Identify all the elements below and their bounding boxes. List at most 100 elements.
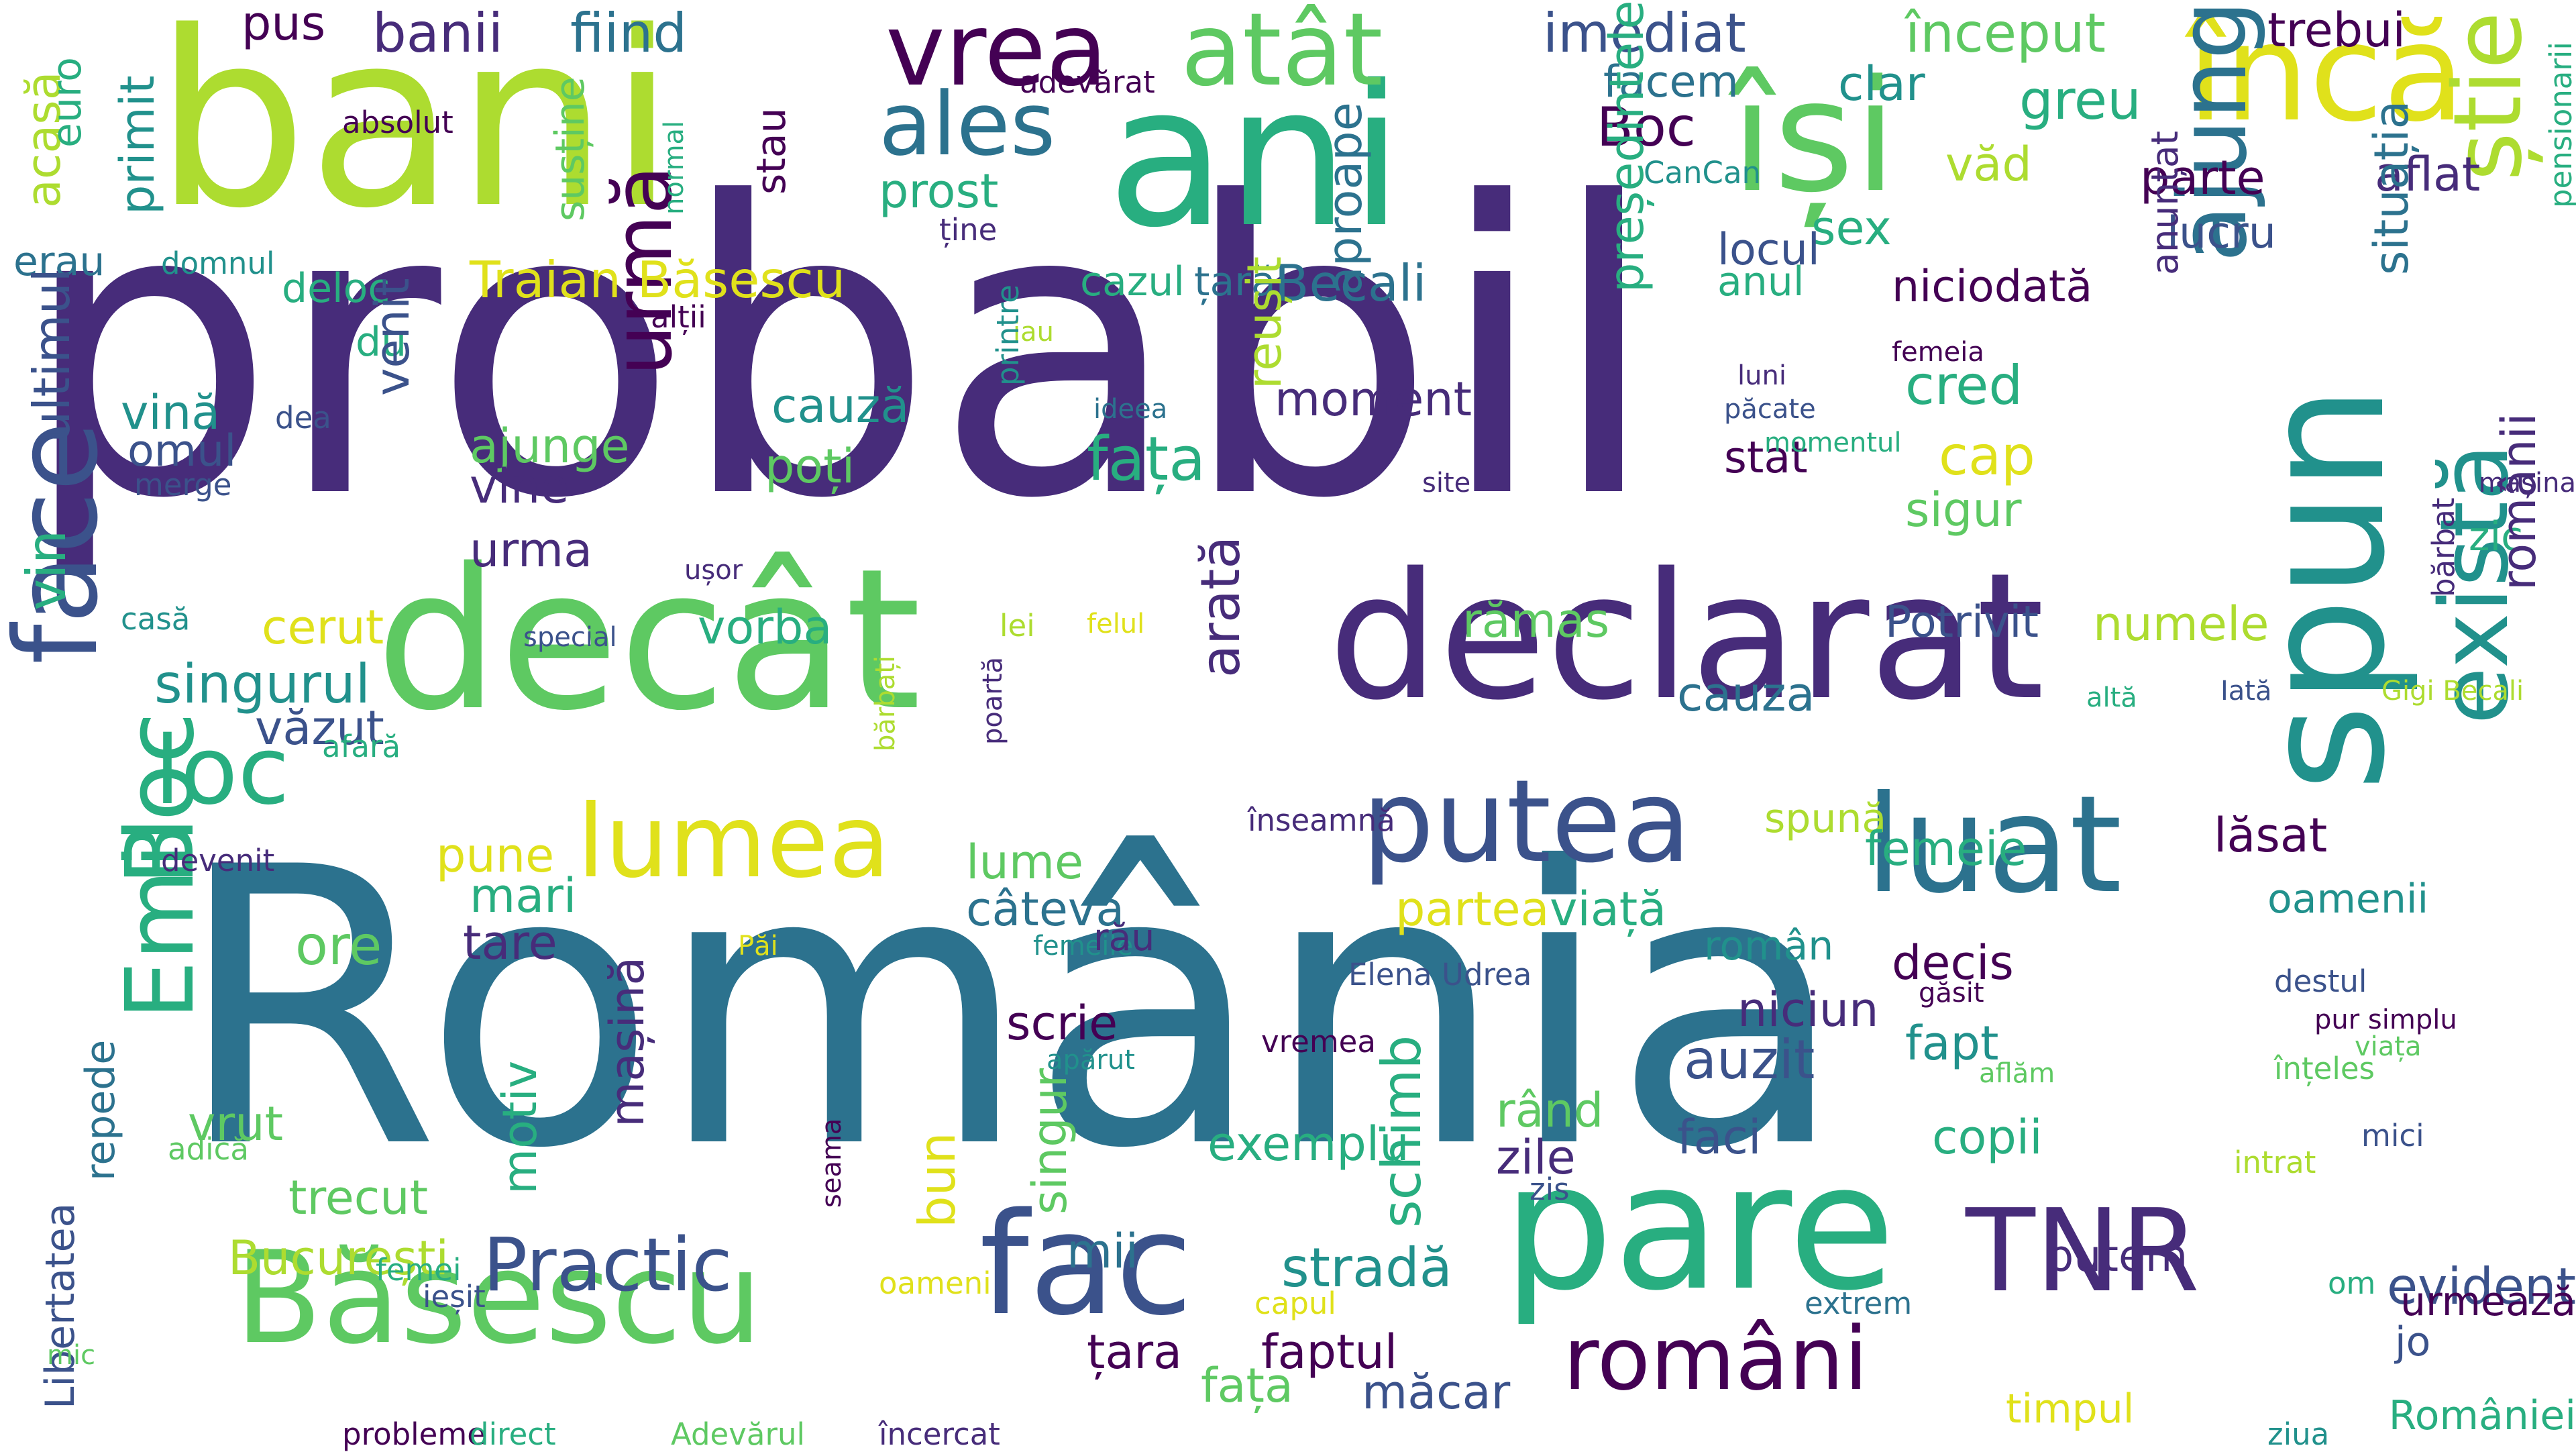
word-iesit: ieșit xyxy=(423,1279,486,1314)
word-bucuresti: București xyxy=(228,1231,449,1286)
word-decis: decis xyxy=(1892,935,2014,990)
word-reusit: reușit xyxy=(1237,256,1292,389)
word-femei: femei xyxy=(376,1252,462,1288)
word-luat: luat xyxy=(1865,767,2123,923)
word-lume: lume xyxy=(966,835,1084,890)
word-extrem: extrem xyxy=(1805,1286,1913,1321)
word-tara: țara xyxy=(1087,1325,1183,1380)
word-masina: mașină xyxy=(600,956,655,1127)
word-elena-udrea: Elena Udrea xyxy=(1348,957,1532,992)
word-om: om xyxy=(2328,1265,2376,1301)
word-ales: ales xyxy=(879,73,1056,175)
word-cateva: câteva xyxy=(966,882,1125,937)
word-adica: adică xyxy=(168,1131,249,1167)
word-pus: pus xyxy=(241,0,326,51)
word-pare: pare xyxy=(1503,1127,1896,1329)
word-anuntat: anunțat xyxy=(2143,130,2186,275)
word-singurul: singurul xyxy=(154,653,370,715)
word-stat: stat xyxy=(1724,433,1808,483)
word-romani: români xyxy=(1563,1308,1868,1410)
word-usor: ușor xyxy=(684,555,743,586)
word-iau: iau xyxy=(1013,317,1054,348)
word-oamenii: oamenii xyxy=(2267,876,2429,923)
word-bun: bun xyxy=(908,1132,967,1228)
word-site: site xyxy=(1422,468,1471,499)
word-cap: cap xyxy=(1939,425,2035,487)
word-auzit: auzit xyxy=(1684,1029,1815,1091)
word-domnul: domnul xyxy=(161,246,275,281)
word-facem: facem xyxy=(1603,57,1739,107)
word-clar: clar xyxy=(1838,56,1925,111)
word-momentul: momentul xyxy=(1764,427,1902,458)
word-jo: jo xyxy=(2395,1318,2431,1365)
word-capul: capul xyxy=(1254,1286,1336,1321)
word-timpul: timpul xyxy=(2006,1386,2135,1433)
word-vina: vină xyxy=(121,385,221,440)
word-pur-simplu: pur simplu xyxy=(2314,1004,2457,1035)
word-urmeaza: urmează xyxy=(2400,1278,2576,1325)
word-printre: printre xyxy=(990,284,1026,386)
word-pacate: păcate xyxy=(1724,394,1816,425)
word-niciodata: niciodată xyxy=(1892,262,2093,312)
word-trecut: trecut xyxy=(288,1170,429,1225)
word-spuna: spună xyxy=(1764,795,1887,842)
word-devenit: devenit xyxy=(161,843,275,878)
word-omul: omul xyxy=(127,426,237,476)
word-faptul: faptul xyxy=(1261,1325,1398,1380)
word-vine: vine xyxy=(470,459,570,514)
word-sustine: susține xyxy=(547,76,594,221)
word-pai: Păi xyxy=(738,931,778,962)
word-adevarul: Adevărul xyxy=(671,1416,805,1452)
word-ziua: ziua xyxy=(2267,1416,2330,1452)
word-inteles: înțeles xyxy=(2274,1051,2375,1086)
word-probabil: probabil xyxy=(20,117,1660,586)
word-aparut: apărut xyxy=(1046,1045,1135,1076)
word-intrat: intrat xyxy=(2234,1145,2316,1180)
word-dea: dea xyxy=(275,400,331,435)
word-copii: copii xyxy=(1932,1110,2043,1165)
word-felul: felul xyxy=(1087,609,1145,639)
word-singur: singur xyxy=(1022,1068,1077,1214)
word-potrivit: Potrivit xyxy=(1885,597,2039,647)
word-rand: rând xyxy=(1496,1083,1604,1138)
word-pensionarii: pensionarii xyxy=(2543,42,2576,208)
word-tare: tare xyxy=(463,915,557,970)
word-normal: normal xyxy=(659,120,690,215)
word-mici: mici xyxy=(2361,1118,2424,1153)
word-zile: zile xyxy=(1496,1130,1576,1185)
word-inceput: început xyxy=(1905,2,2106,64)
word-aflam: aflăm xyxy=(1979,1058,2055,1089)
word-zic: zic xyxy=(2469,513,2524,560)
word-cauza: cauza xyxy=(1677,667,1815,722)
word-zis: zis xyxy=(1529,1172,1570,1207)
word-destul: destul xyxy=(2274,964,2367,999)
word-presedintele: președintele xyxy=(1599,0,1654,293)
word-fapt: fapt xyxy=(1905,1016,1999,1071)
word-arata: arată xyxy=(1189,535,1252,678)
word-deloc: deloc xyxy=(282,265,390,312)
word-ani: ani xyxy=(1107,44,1404,270)
word-luni: luni xyxy=(1737,360,1786,391)
word-numele: numele xyxy=(2093,597,2269,652)
word-incercat: încercat xyxy=(879,1416,1000,1452)
word-cancan: CanCan xyxy=(1644,155,1762,191)
word-moment: moment xyxy=(1275,372,1472,427)
word-ideea: ideea xyxy=(1093,394,1168,425)
word-vremea: vremea xyxy=(1261,1024,1376,1059)
word-ajunge: ajunge xyxy=(470,419,630,474)
word-niciun: niciun xyxy=(1737,982,1879,1037)
word-merge: merge xyxy=(134,467,232,503)
word-practic: Practic xyxy=(483,1222,733,1308)
word-vorba: vorba xyxy=(698,600,833,655)
word-casa: casă xyxy=(121,601,191,637)
word-isi: își xyxy=(1731,48,1897,227)
word-scrie: scrie xyxy=(1006,996,1118,1051)
word-vad: văd xyxy=(1945,137,2032,192)
word-inca: încă xyxy=(2187,0,2465,152)
word-venit: venit xyxy=(365,278,420,396)
word-femeia: femeia xyxy=(1892,337,1984,368)
word-probleme: probleme xyxy=(342,1416,486,1452)
word-situatia: situația xyxy=(2364,100,2419,275)
word-femeie: femeie xyxy=(1865,821,2027,876)
word-fata: fața xyxy=(1087,424,1206,495)
